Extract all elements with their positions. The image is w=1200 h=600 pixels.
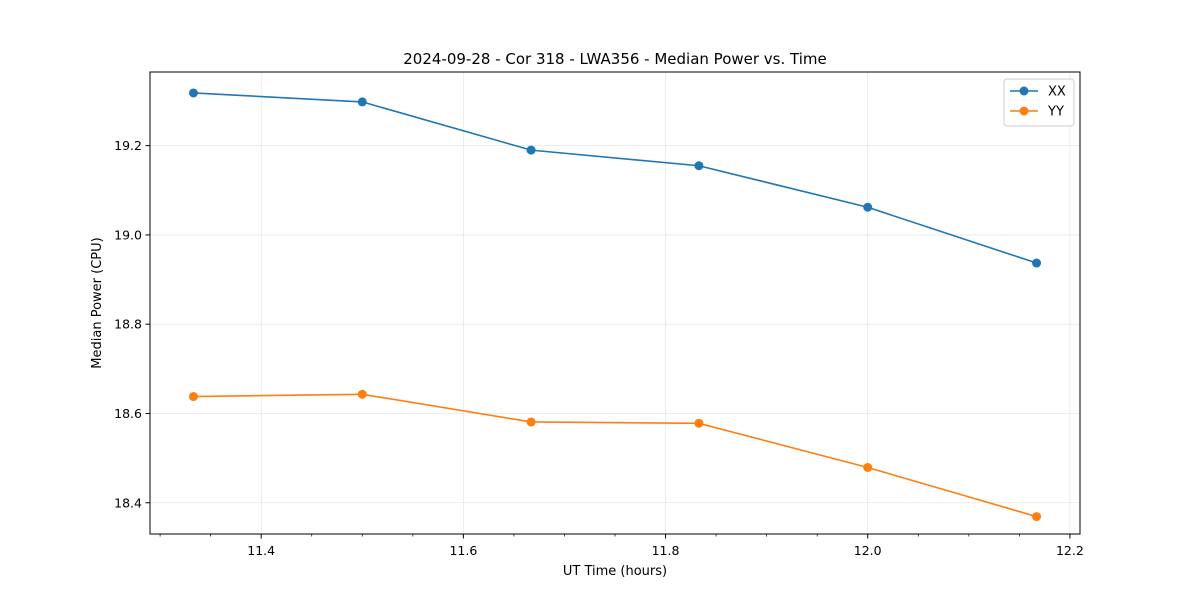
data-point-xx bbox=[863, 202, 873, 212]
y-tick-label: 19.0 bbox=[114, 227, 142, 242]
data-point-xx bbox=[694, 161, 704, 171]
data-point-xx bbox=[357, 97, 367, 107]
x-tick-label: 11.6 bbox=[449, 543, 477, 558]
series-xx bbox=[188, 88, 1042, 268]
legend-label-xx: XX bbox=[1048, 85, 1066, 100]
data-point-xx bbox=[1032, 258, 1042, 268]
data-point-yy bbox=[188, 392, 198, 402]
legend-item-yy: YY bbox=[1010, 105, 1064, 120]
data-point-yy bbox=[357, 389, 367, 399]
x-tick-label: 12.0 bbox=[854, 543, 882, 558]
x-axis-ticks: 11.4 11.6 11.8 12.0 12.2 bbox=[159, 534, 1084, 558]
x-tick-label: 12.2 bbox=[1056, 543, 1084, 558]
data-point-xx bbox=[526, 145, 536, 155]
y-tick-label: 19.2 bbox=[114, 138, 142, 153]
series-yy bbox=[188, 389, 1042, 522]
y-axis-ticks: 18.4 18.6 18.8 19.0 19.2 bbox=[114, 138, 150, 510]
data-point-yy bbox=[1032, 512, 1042, 522]
legend: XX YY bbox=[1003, 78, 1075, 127]
x-axis-label: UT Time (hours) bbox=[563, 564, 667, 579]
legend-label-yy: YY bbox=[1047, 105, 1064, 120]
series-group bbox=[188, 88, 1042, 522]
series-line-yy bbox=[193, 393, 1037, 518]
legend-marker-yy bbox=[1019, 106, 1029, 116]
data-point-yy bbox=[863, 462, 873, 472]
y-tick-label: 18.6 bbox=[114, 406, 142, 421]
legend-marker-xx bbox=[1019, 86, 1029, 96]
x-tick-label: 11.8 bbox=[652, 543, 680, 558]
data-point-yy bbox=[526, 417, 536, 427]
y-tick-label: 18.8 bbox=[114, 317, 142, 332]
series-line-xx bbox=[193, 92, 1037, 264]
y-tick-label: 18.4 bbox=[114, 495, 142, 510]
legend-item-xx: XX bbox=[1010, 85, 1066, 100]
grid-lines bbox=[150, 72, 1080, 534]
data-point-yy bbox=[694, 418, 704, 428]
chart-title: 2024-09-28 - Cor 318 - LWA356 - Median P… bbox=[403, 50, 827, 68]
y-axis-label: Median Power (CPU) bbox=[90, 237, 105, 368]
data-point-xx bbox=[188, 88, 198, 98]
x-tick-label: 11.4 bbox=[247, 543, 275, 558]
